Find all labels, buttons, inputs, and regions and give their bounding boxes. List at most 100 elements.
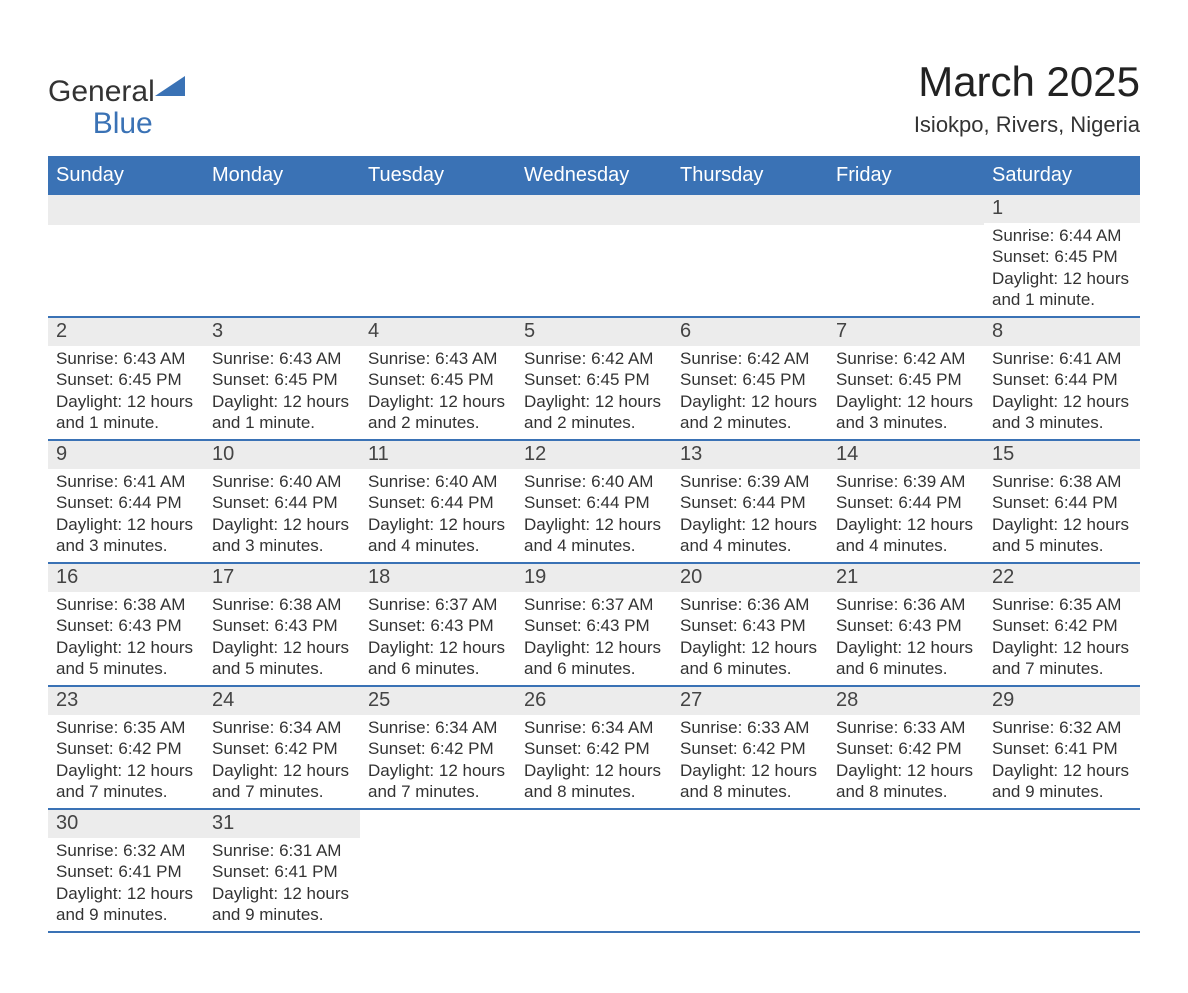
weekday-header: Thursday: [672, 158, 828, 195]
calendar-day: 4Sunrise: 6:43 AMSunset: 6:45 PMDaylight…: [360, 318, 516, 439]
sunrise-line: Sunrise: 6:31 AM: [212, 840, 352, 861]
day-details: [516, 225, 672, 305]
weekday-header: Tuesday: [360, 158, 516, 195]
day-number: 18: [360, 564, 516, 592]
daylight-line-2: and 1 minute.: [212, 412, 352, 433]
day-number: [828, 810, 984, 840]
daylight-line-1: Daylight: 12 hours: [524, 514, 664, 535]
day-details: Sunrise: 6:38 AMSunset: 6:44 PMDaylight:…: [984, 469, 1140, 562]
calendar-page: General Blue March 2025 Isiokpo, Rivers,…: [0, 0, 1188, 993]
calendar-day: [360, 195, 516, 316]
sunset-line: Sunset: 6:42 PM: [212, 738, 352, 759]
day-number: [516, 810, 672, 840]
calendar-day: [516, 810, 672, 931]
calendar-day: [360, 810, 516, 931]
daylight-line-1: Daylight: 12 hours: [992, 514, 1132, 535]
calendar-week: 16Sunrise: 6:38 AMSunset: 6:43 PMDayligh…: [48, 562, 1140, 685]
day-number: 7: [828, 318, 984, 346]
daylight-line-2: and 3 minutes.: [836, 412, 976, 433]
daylight-line-2: and 5 minutes.: [212, 658, 352, 679]
sunrise-line: Sunrise: 6:42 AM: [524, 348, 664, 369]
sunset-line: Sunset: 6:43 PM: [524, 615, 664, 636]
daylight-line-1: Daylight: 12 hours: [836, 514, 976, 535]
day-details: [828, 840, 984, 920]
daylight-line-2: and 2 minutes.: [680, 412, 820, 433]
daylight-line-2: and 8 minutes.: [836, 781, 976, 802]
calendar: Sunday Monday Tuesday Wednesday Thursday…: [48, 156, 1140, 933]
day-number: 14: [828, 441, 984, 469]
daylight-line-2: and 3 minutes.: [56, 535, 196, 556]
sunset-line: Sunset: 6:42 PM: [836, 738, 976, 759]
page-header: General Blue March 2025 Isiokpo, Rivers,…: [48, 40, 1140, 148]
calendar-day: 26Sunrise: 6:34 AMSunset: 6:42 PMDayligh…: [516, 687, 672, 808]
day-number: [204, 195, 360, 225]
day-details: Sunrise: 6:39 AMSunset: 6:44 PMDaylight:…: [672, 469, 828, 562]
sunrise-line: Sunrise: 6:38 AM: [212, 594, 352, 615]
sunset-line: Sunset: 6:41 PM: [212, 861, 352, 882]
sunset-line: Sunset: 6:42 PM: [992, 615, 1132, 636]
sunrise-line: Sunrise: 6:38 AM: [992, 471, 1132, 492]
daylight-line-1: Daylight: 12 hours: [368, 391, 508, 412]
sunrise-line: Sunrise: 6:38 AM: [56, 594, 196, 615]
sunset-line: Sunset: 6:42 PM: [368, 738, 508, 759]
daylight-line-2: and 4 minutes.: [368, 535, 508, 556]
daylight-line-1: Daylight: 12 hours: [56, 883, 196, 904]
calendar-body: 1Sunrise: 6:44 AMSunset: 6:45 PMDaylight…: [48, 195, 1140, 931]
day-details: [984, 840, 1140, 920]
title-block: March 2025 Isiokpo, Rivers, Nigeria: [914, 40, 1140, 148]
daylight-line-2: and 2 minutes.: [524, 412, 664, 433]
day-number: 29: [984, 687, 1140, 715]
daylight-line-2: and 6 minutes.: [680, 658, 820, 679]
daylight-line-1: Daylight: 12 hours: [212, 514, 352, 535]
calendar-header-row: Sunday Monday Tuesday Wednesday Thursday…: [48, 158, 1140, 195]
day-details: [204, 225, 360, 305]
sunset-line: Sunset: 6:45 PM: [680, 369, 820, 390]
brand-logo-text: General Blue: [48, 76, 155, 139]
sunrise-line: Sunrise: 6:40 AM: [212, 471, 352, 492]
calendar-day: 14Sunrise: 6:39 AMSunset: 6:44 PMDayligh…: [828, 441, 984, 562]
day-details: Sunrise: 6:43 AMSunset: 6:45 PMDaylight:…: [48, 346, 204, 439]
day-details: Sunrise: 6:32 AMSunset: 6:41 PMDaylight:…: [984, 715, 1140, 808]
daylight-line-1: Daylight: 12 hours: [524, 760, 664, 781]
day-details: Sunrise: 6:34 AMSunset: 6:42 PMDaylight:…: [516, 715, 672, 808]
calendar-day: [516, 195, 672, 316]
day-details: Sunrise: 6:35 AMSunset: 6:42 PMDaylight:…: [984, 592, 1140, 685]
calendar-day: 6Sunrise: 6:42 AMSunset: 6:45 PMDaylight…: [672, 318, 828, 439]
calendar-day: 15Sunrise: 6:38 AMSunset: 6:44 PMDayligh…: [984, 441, 1140, 562]
weekday-header: Saturday: [984, 158, 1140, 195]
sunrise-line: Sunrise: 6:40 AM: [368, 471, 508, 492]
day-details: Sunrise: 6:35 AMSunset: 6:42 PMDaylight:…: [48, 715, 204, 808]
sunrise-line: Sunrise: 6:33 AM: [836, 717, 976, 738]
day-details: Sunrise: 6:42 AMSunset: 6:45 PMDaylight:…: [828, 346, 984, 439]
calendar-day: 27Sunrise: 6:33 AMSunset: 6:42 PMDayligh…: [672, 687, 828, 808]
day-details: [516, 840, 672, 920]
sunset-line: Sunset: 6:43 PM: [680, 615, 820, 636]
daylight-line-1: Daylight: 12 hours: [56, 391, 196, 412]
sunrise-line: Sunrise: 6:37 AM: [524, 594, 664, 615]
calendar-day: 1Sunrise: 6:44 AMSunset: 6:45 PMDaylight…: [984, 195, 1140, 316]
calendar-day: 21Sunrise: 6:36 AMSunset: 6:43 PMDayligh…: [828, 564, 984, 685]
sunrise-line: Sunrise: 6:40 AM: [524, 471, 664, 492]
day-number: [672, 195, 828, 225]
calendar-day: [828, 195, 984, 316]
daylight-line-1: Daylight: 12 hours: [56, 637, 196, 658]
daylight-line-2: and 9 minutes.: [56, 904, 196, 925]
page-title: March 2025: [914, 58, 1140, 106]
day-details: Sunrise: 6:37 AMSunset: 6:43 PMDaylight:…: [516, 592, 672, 685]
calendar-day: 2Sunrise: 6:43 AMSunset: 6:45 PMDaylight…: [48, 318, 204, 439]
sunrise-line: Sunrise: 6:39 AM: [680, 471, 820, 492]
daylight-line-2: and 9 minutes.: [212, 904, 352, 925]
sunrise-line: Sunrise: 6:39 AM: [836, 471, 976, 492]
daylight-line-1: Daylight: 12 hours: [992, 637, 1132, 658]
day-number: [672, 810, 828, 840]
day-number: 9: [48, 441, 204, 469]
day-number: 6: [672, 318, 828, 346]
daylight-line-2: and 4 minutes.: [524, 535, 664, 556]
day-number: 30: [48, 810, 204, 838]
calendar-day: 29Sunrise: 6:32 AMSunset: 6:41 PMDayligh…: [984, 687, 1140, 808]
sunrise-line: Sunrise: 6:36 AM: [836, 594, 976, 615]
day-number: 12: [516, 441, 672, 469]
day-details: Sunrise: 6:33 AMSunset: 6:42 PMDaylight:…: [828, 715, 984, 808]
calendar-week: 23Sunrise: 6:35 AMSunset: 6:42 PMDayligh…: [48, 685, 1140, 808]
calendar-day: 25Sunrise: 6:34 AMSunset: 6:42 PMDayligh…: [360, 687, 516, 808]
